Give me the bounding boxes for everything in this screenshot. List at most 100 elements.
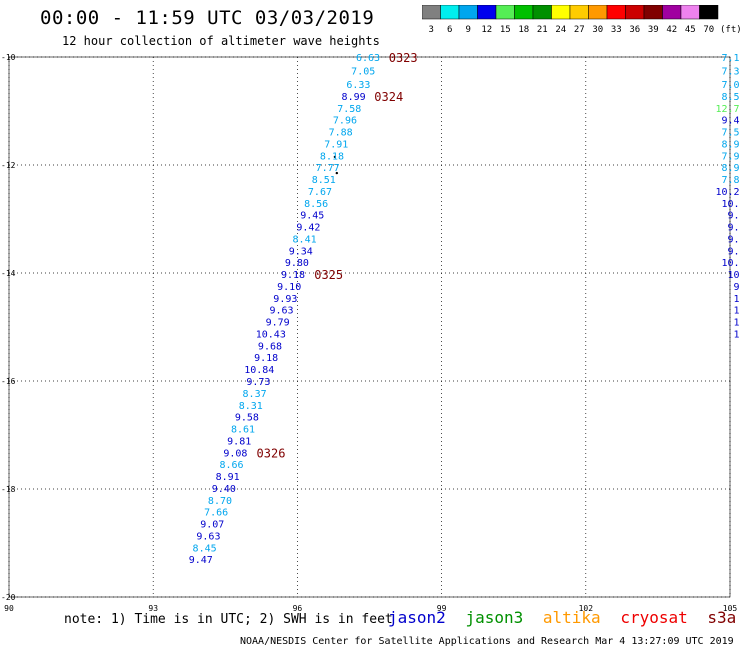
- satellite-legend: jason2 jason3 altika cryosat s3a: [388, 608, 740, 627]
- scale-label: 6: [447, 25, 452, 35]
- swh-value: 9.80: [285, 258, 309, 269]
- swh-value: 9.81: [227, 436, 251, 447]
- swh-value: 9.63: [269, 306, 293, 317]
- swh-value: 9.79: [266, 318, 290, 329]
- swh-value: 7.32: [722, 67, 740, 78]
- swh-value: 8.56: [304, 199, 328, 210]
- swh-value: 7.77: [316, 163, 340, 174]
- swh-value: 8.41: [293, 234, 317, 245]
- scale-label: 12: [481, 25, 492, 35]
- scale-unit: (ft): [720, 25, 740, 35]
- swh-value: 10.84: [244, 365, 274, 376]
- swh-value: 8.66: [219, 460, 243, 471]
- island-marker: [335, 171, 339, 175]
- lon-tick-label: 99: [437, 604, 447, 613]
- swh-value: 10.3: [722, 199, 740, 210]
- scale-label: 3: [429, 25, 434, 35]
- swh-value: 7.12: [722, 53, 740, 64]
- swh-value: 8.18: [320, 151, 344, 162]
- swh-value: 10.4: [722, 258, 740, 269]
- legend-altika: altika: [542, 608, 601, 627]
- time-label: 0323: [389, 51, 418, 65]
- swh-value: 9.63: [196, 531, 220, 542]
- swh-value: 7.05: [351, 67, 375, 78]
- legend-jason2: jason2: [388, 608, 446, 627]
- scale-swatch: [699, 5, 719, 20]
- swh-value: 9.73: [246, 377, 270, 388]
- scale-label: 21: [537, 25, 548, 35]
- swh-value: 7.88: [329, 128, 353, 139]
- swh-value: 8.98: [722, 163, 740, 174]
- swh-value: 7.96: [333, 116, 357, 127]
- swh-value: 9.7: [728, 234, 740, 245]
- lon-tick-label: 96: [293, 604, 303, 613]
- swh-value: 6.33: [346, 80, 370, 91]
- lat-tick-label: -16: [1, 377, 16, 386]
- scale-label: 15: [500, 25, 511, 35]
- scale-label: 45: [685, 25, 696, 35]
- lon-tick-label: 102: [579, 604, 594, 613]
- scale-label: 27: [574, 25, 585, 35]
- swh-value: 7.67: [308, 187, 332, 198]
- map-title: 00:00 - 11:59 UTC 03/03/2019: [40, 7, 375, 29]
- lat-tick-label: -10: [1, 53, 16, 62]
- lon-tick-label: 90: [4, 604, 14, 613]
- swh-value: 7.58: [722, 128, 740, 139]
- swh-value: 8.51: [312, 175, 336, 186]
- lat-tick-label: -20: [1, 593, 16, 602]
- swh-value: 9.47: [189, 555, 213, 566]
- lat-tick-label: -18: [1, 485, 16, 494]
- legend-s3a: s3a: [707, 608, 737, 627]
- swh-value: 8.37: [243, 389, 267, 400]
- swh-value: 8.99: [342, 92, 366, 103]
- swh-value: 11: [734, 318, 740, 329]
- time-label: 0324: [374, 90, 403, 104]
- swh-value: 9.5: [728, 211, 740, 222]
- swh-value: 9.07: [200, 520, 224, 531]
- lon-tick-label: 105: [723, 604, 738, 613]
- swh-value: 7.66: [204, 508, 228, 519]
- swh-value: 9.9: [728, 223, 740, 234]
- scale-label: 18: [518, 25, 529, 35]
- swh-value: 10.20: [715, 187, 740, 198]
- scale-label: 36: [629, 25, 640, 35]
- map-subtitle: 12 hour collection of altimeter wave hei…: [62, 34, 380, 48]
- scale-label: 24: [555, 25, 566, 35]
- swh-value: 7.91: [324, 139, 348, 150]
- swh-value: 10.43: [256, 329, 286, 340]
- time-label: 0326: [257, 446, 286, 460]
- time-label: 0325: [314, 268, 343, 282]
- scale-label: 42: [666, 25, 677, 35]
- swh-value: 12.78: [715, 104, 740, 115]
- lon-tick-label: 93: [148, 604, 158, 613]
- swh-value: 9.68: [258, 341, 282, 352]
- swh-value: 9.93: [273, 294, 297, 305]
- color-scale: 3 6 9 12 15 18 21 24 27 30 33 36 39 42 45 70 (ft): [422, 5, 740, 35]
- swh-value: 9.10: [277, 282, 301, 293]
- swh-value: 10.: [728, 270, 740, 281]
- legend-jason3: jason3: [465, 608, 524, 627]
- swh-value: 9.58: [235, 413, 259, 424]
- swh-value: 9.45: [300, 211, 324, 222]
- swh-value: 7.97: [722, 151, 740, 162]
- swh-value: 9.40: [212, 484, 236, 495]
- swh-value: 9.: [734, 282, 740, 293]
- swh-value: 9.08: [223, 448, 247, 459]
- credit-line: NOAA/NESDIS Center for Satellite Applica…: [240, 636, 734, 647]
- lat-tick-label: -12: [1, 161, 16, 170]
- scale-label: 30: [592, 25, 603, 35]
- swh-value: 9.18: [281, 270, 305, 281]
- legend-cryosat: cryosat: [620, 608, 688, 627]
- scale-label: 9: [466, 25, 471, 35]
- swh-value: 10: [734, 306, 740, 317]
- swh-value: 8.91: [216, 472, 240, 483]
- map-frame: [8, 56, 731, 598]
- footer-note: note: 1) Time is in UTC; 2) SWH is in fe…: [64, 612, 393, 627]
- lat-tick-label: -14: [1, 269, 16, 278]
- swh-value: 11: [734, 294, 740, 305]
- swh-value: 8.31: [239, 401, 263, 412]
- swh-value: 8.45: [193, 543, 217, 554]
- swh-value: 9.47: [722, 116, 740, 127]
- swh-value: 7.58: [337, 104, 361, 115]
